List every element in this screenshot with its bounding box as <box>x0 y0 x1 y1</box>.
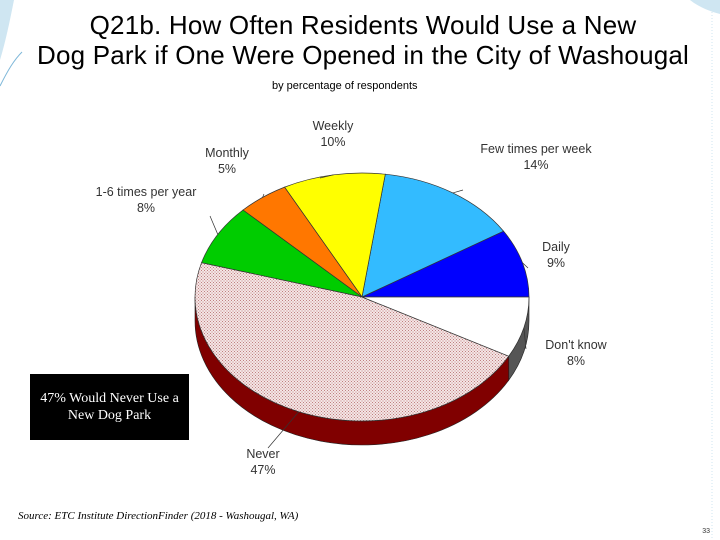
page-number: 33 <box>702 528 710 535</box>
slice-value-don-t-know: 8% <box>567 354 585 368</box>
leader-line-monthly <box>262 193 265 198</box>
slice-value-daily: 9% <box>547 256 565 270</box>
chart-title-line1: Q21b. How Often Residents Would Use a Ne… <box>89 10 637 40</box>
chart-title: Q21b. How Often Residents Would Use a Ne… <box>18 10 708 70</box>
slice-label-weekly: Weekly <box>313 119 355 133</box>
callout-box: 47% Would Never Use a New Dog Park <box>30 374 189 440</box>
slice-label-never: Never <box>246 447 279 461</box>
leader-line-never <box>267 411 299 449</box>
source-note: Source: ETC Institute DirectionFinder (2… <box>18 510 299 522</box>
slice-value-never: 47% <box>250 463 275 477</box>
slice-value-few-times-per-week: 14% <box>523 158 548 172</box>
leader-line-daily <box>522 262 529 269</box>
pie-leader-lines <box>209 174 529 449</box>
slice-label-1-6-times-per-year: 1-6 times per year <box>96 185 197 199</box>
slice-label-don-t-know: Don't know <box>545 338 607 352</box>
leader-line-don-t-know <box>523 327 527 350</box>
leader-line-1-6-times-per-year <box>209 215 219 235</box>
slice-label-daily: Daily <box>542 240 571 254</box>
slice-value-weekly: 10% <box>320 135 345 149</box>
slice-label-monthly: Monthly <box>205 146 250 160</box>
slice-value-1-6-times-per-year: 8% <box>137 201 155 215</box>
leader-line-weekly <box>319 174 334 179</box>
leader-line-few-times-per-week <box>452 189 464 194</box>
slice-value-monthly: 5% <box>218 162 236 176</box>
chart-title-line2: Dog Park if One Were Opened in the City … <box>36 40 690 70</box>
pie-labels: Daily 9% Few times per week 14% Weekly 10% Mon… <box>96 119 608 477</box>
slice-label-few-times-per-week: Few times per week <box>480 142 592 156</box>
chart-subtitle: by percentage of respondents <box>272 80 418 92</box>
pie-slices <box>194 172 530 422</box>
pie-slice-daily <box>361 230 530 298</box>
